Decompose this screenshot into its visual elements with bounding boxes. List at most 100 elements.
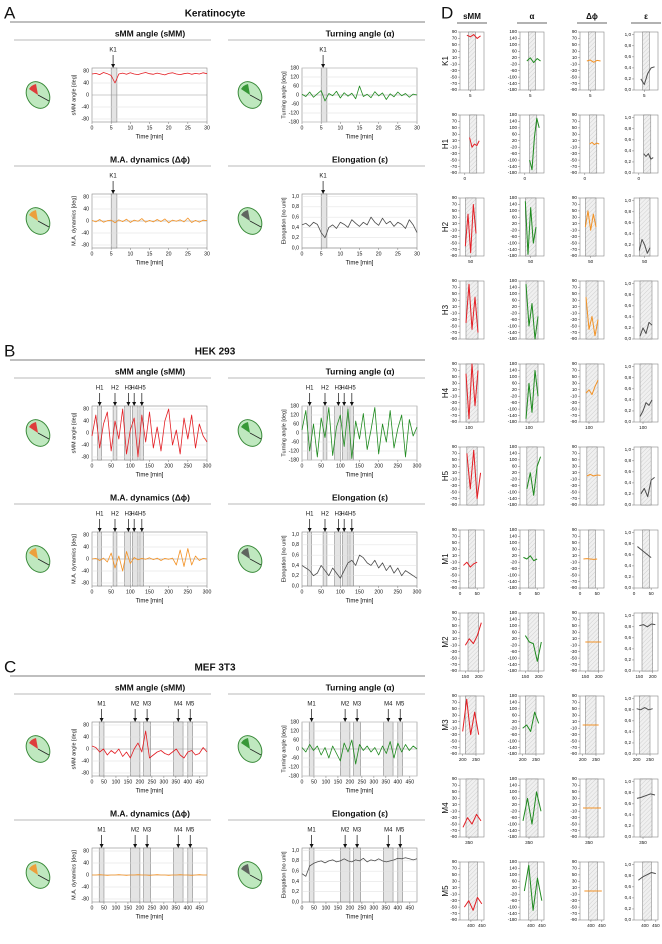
y-tick-label: 90 xyxy=(452,527,458,532)
x-tick-label: 100 xyxy=(126,589,135,595)
y-tick-label: 10 xyxy=(452,885,458,890)
y-tick-label: 20 xyxy=(512,55,518,60)
event-band xyxy=(639,778,653,838)
x-tick-label: 50 xyxy=(642,259,648,264)
y-tick-label: 50 xyxy=(572,706,578,711)
y-tick-label: 0,6 xyxy=(625,386,632,391)
event-label: M2 xyxy=(341,828,350,834)
y-tick-label: -90 xyxy=(450,419,457,424)
y-tick-label: -100 xyxy=(508,323,518,328)
event-arrowhead xyxy=(126,528,131,532)
event-arrowhead xyxy=(145,718,150,722)
y-tick-label: -180 xyxy=(508,502,518,507)
y-tick-label: 30 xyxy=(452,49,458,54)
x-tick-label: 0 xyxy=(301,463,304,469)
y-tick-label: 0,0 xyxy=(625,253,632,258)
data-line xyxy=(301,554,418,579)
y-tick-label: 140 xyxy=(509,783,517,788)
x-tick-label: 250 xyxy=(184,589,193,595)
x-tick-label: 200 xyxy=(346,905,355,911)
y-tick-label: -30 xyxy=(450,566,457,571)
x-tick-label: 350 xyxy=(465,840,473,845)
y-tick-label: -20 xyxy=(510,227,517,232)
y-tick-label: 180 xyxy=(509,444,517,449)
x-tick-label: 0 xyxy=(91,125,94,131)
y-tick-label: -10 xyxy=(450,144,457,149)
x-tick-label: 100 xyxy=(525,425,533,430)
x-tick-label: 15 xyxy=(357,125,363,131)
y-tick-label: 0,4 xyxy=(625,563,632,568)
x-tick-label: 150 xyxy=(521,674,529,679)
y-tick-label: -70 xyxy=(450,330,457,335)
event-label: H4 xyxy=(340,512,348,518)
event-label: M5 xyxy=(186,702,195,708)
event-arrowhead xyxy=(133,718,138,722)
y-tick-label: -10 xyxy=(570,642,577,647)
y-tick-label: -90 xyxy=(570,502,577,507)
y-tick-label: 70 xyxy=(572,202,578,207)
y-tick-label: -30 xyxy=(570,483,577,488)
y-tick-label: 10 xyxy=(452,387,458,392)
y-tick-label: 30 xyxy=(572,547,578,552)
y-tick-label: -40 xyxy=(82,884,90,890)
y-tick-label: -180 xyxy=(508,253,518,258)
x-tick-label: 200 xyxy=(164,463,173,469)
y-tick-label: 70 xyxy=(452,534,458,539)
y-tick-label: -50 xyxy=(450,240,457,245)
x-tick-label: 350 xyxy=(525,840,533,845)
cell-icon-axis xyxy=(37,748,50,756)
y-tick-label: -70 xyxy=(570,330,577,335)
y-tick-label: 60 xyxy=(512,132,518,137)
y-tick-label: -90 xyxy=(450,751,457,756)
y-tick-label: -90 xyxy=(570,917,577,922)
x-tick-label: 0 xyxy=(579,591,582,596)
event-label: H4 xyxy=(130,386,138,392)
y-tick-label: -20 xyxy=(510,310,517,315)
y-tick-label: 0 xyxy=(86,746,89,752)
event-band xyxy=(467,612,479,672)
y-tick-label: -30 xyxy=(570,151,577,156)
y-tick-label: 50 xyxy=(452,540,458,545)
y-tick-label: -40 xyxy=(82,442,90,448)
x-tick-label: 200 xyxy=(346,779,355,785)
x-tick-label: 250 xyxy=(646,757,654,762)
x-tick-label: 50 xyxy=(649,591,655,596)
event-band xyxy=(397,847,403,903)
x-tick-label: 100 xyxy=(322,905,331,911)
column-header: Δϕ xyxy=(586,12,598,21)
y-tick-label: 0,6 xyxy=(625,137,632,142)
x-tick-label: 10 xyxy=(337,251,343,257)
y-tick-label: 30 xyxy=(572,298,578,303)
x-tick-label: 200 xyxy=(649,674,657,679)
x-tick-label: 25 xyxy=(185,125,191,131)
x-tick-label: 150 xyxy=(145,589,154,595)
y-tick-label: -70 xyxy=(570,579,577,584)
y-tick-label: 0 xyxy=(86,92,89,98)
y-tick-label: -10 xyxy=(450,476,457,481)
y-tick-label: -180 xyxy=(508,336,518,341)
data-line xyxy=(526,57,541,64)
y-tick-label: 30 xyxy=(452,879,458,884)
plot-area xyxy=(301,531,418,587)
y-tick-label: -60 xyxy=(510,898,517,903)
y-tick-label: 0,6 xyxy=(625,469,632,474)
chart-title: M.A. dynamics (Δϕ) xyxy=(110,492,190,502)
panel-title: HEK 293 xyxy=(195,347,236,358)
cell-icon-axis xyxy=(37,432,50,440)
x-tick-label: 250 xyxy=(394,589,403,595)
x-tick-label: 400 xyxy=(527,923,535,928)
y-tick-label: 30 xyxy=(572,381,578,386)
y-tick-label: 10 xyxy=(452,802,458,807)
y-tick-label: 50 xyxy=(452,208,458,213)
y-tick-label: -60 xyxy=(510,732,517,737)
x-tick-label: 150 xyxy=(581,674,589,679)
chart-title: Turning angle (α) xyxy=(326,682,395,692)
y-tick-label: 50 xyxy=(572,374,578,379)
event-band xyxy=(639,695,651,755)
y-tick-label: 100 xyxy=(509,789,517,794)
data-line xyxy=(92,874,207,876)
y-tick-label: 120 xyxy=(290,74,299,80)
y-tick-label: 1,0 xyxy=(625,862,632,867)
y-tick-label: 0,6 xyxy=(625,718,632,723)
y-tick-label: 100 xyxy=(509,125,517,130)
